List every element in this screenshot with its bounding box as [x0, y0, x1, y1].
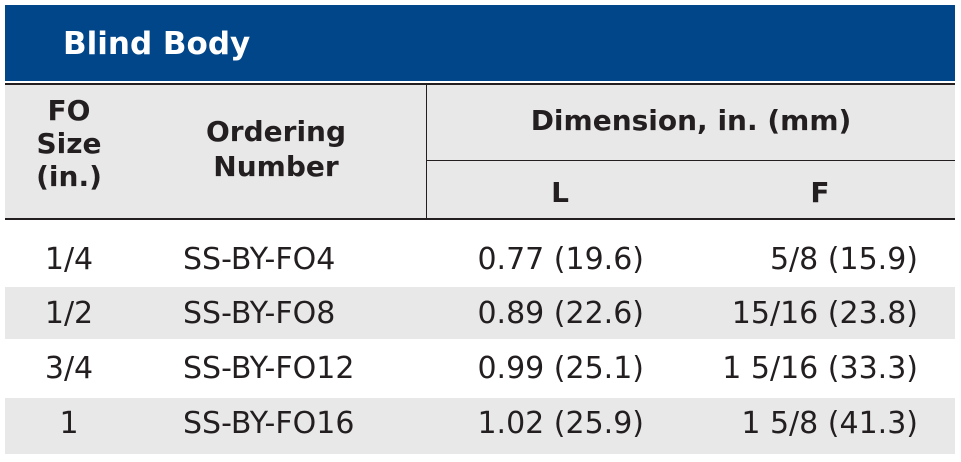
cell-dimension-l: 1.02 (25.9): [477, 406, 644, 441]
cell-ordering-number: SS-BY-FO8: [183, 296, 336, 331]
cell-dimension-f: 15/16 (23.8): [731, 296, 918, 331]
header-bottom-rule: [5, 218, 955, 220]
header-column-divider: [426, 84, 427, 218]
table-title-bar: Blind Body: [5, 5, 955, 81]
cell-dimension-f: 1 5/8 (41.3): [741, 406, 918, 441]
header-ordering-number: Ordering Number: [205, 115, 347, 183]
header-top-rule: [5, 83, 955, 85]
header-l: L: [551, 176, 569, 209]
header-f: F: [810, 176, 830, 209]
cell-dimension-l: 0.89 (22.6): [477, 296, 644, 331]
cell-ordering-number: SS-BY-FO16: [183, 406, 355, 441]
table-title: Blind Body: [63, 26, 251, 62]
cell-fo-size: 1/4: [44, 242, 94, 277]
cell-ordering-number: SS-BY-FO12: [183, 351, 355, 386]
table-header: [5, 84, 955, 218]
cell-dimension-f: 1 5/16 (33.3): [722, 351, 918, 386]
cell-fo-size: 1/2: [44, 296, 94, 331]
cell-dimension-f: 5/8 (15.9): [769, 242, 918, 277]
table-row-stripe: [5, 287, 955, 339]
cell-fo-size: 1: [59, 406, 79, 441]
cell-fo-size: 3/4: [44, 351, 94, 386]
dimension-subheader-rule: [427, 160, 955, 161]
cell-dimension-l: 0.77 (19.6): [477, 242, 644, 277]
cell-ordering-number: SS-BY-FO4: [183, 242, 336, 277]
header-dimension: Dimension, in. (mm): [530, 104, 852, 137]
header-fo-size: FO Size (in.): [36, 94, 102, 194]
table-row-stripe: [5, 398, 955, 454]
cell-dimension-l: 0.99 (25.1): [477, 351, 644, 386]
